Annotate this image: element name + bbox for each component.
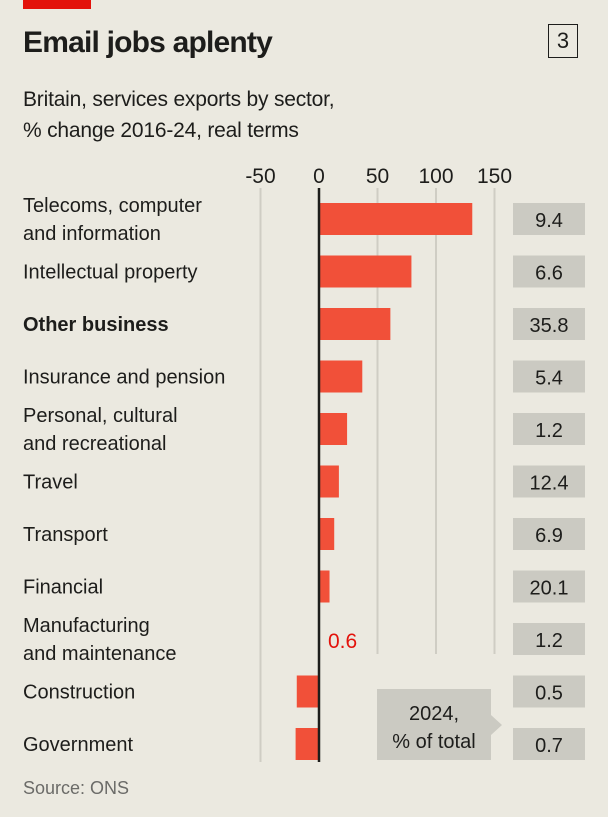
bar [319, 360, 363, 393]
category-label: Personal, cultural and recreational [23, 405, 178, 455]
value-box-label: 1.2 [535, 420, 563, 442]
bar [319, 255, 412, 288]
source-note: Source: ONS [23, 778, 130, 798]
value-box-label: 6.6 [535, 263, 563, 285]
x-tick-label: 150 [477, 165, 512, 188]
bar [319, 518, 335, 550]
value-box-label: 9.4 [535, 210, 563, 232]
x-tick-label: 50 [366, 165, 389, 188]
value-box [513, 465, 585, 498]
chart-subtitle: Britain, services exports by sector, % c… [23, 84, 335, 146]
value-box-label: 12.4 [530, 473, 569, 495]
value-box [513, 518, 585, 550]
x-tick-label: -50 [245, 165, 275, 188]
category-label: Financial [23, 577, 103, 599]
value-box [513, 203, 585, 235]
bars [295, 203, 473, 760]
value-box-label: 0.7 [535, 735, 563, 757]
chart-title: Email jobs aplenty [23, 26, 273, 59]
category-labels: Telecoms, computer and information Intelle… [23, 195, 225, 756]
gridlines [259, 188, 496, 762]
bar [319, 465, 339, 498]
x-tick-labels: -50 0 50 100 150 [245, 165, 512, 188]
annotations: 0.6 2024,% of total [328, 630, 502, 760]
value-box [513, 360, 585, 393]
value-boxes: 9.4 6.6 35.8 5.4 1.2 12.4 6.9 20.1 1.2 0.5 0.7 [513, 203, 585, 760]
subtitle-line-1: Britain, services exports by sector, [23, 88, 335, 111]
chart-number-badge: 3 [548, 24, 578, 58]
bar [319, 413, 348, 445]
category-label: Travel [23, 472, 78, 494]
value-box-label: 0.5 [535, 683, 563, 705]
value-box [513, 623, 585, 655]
value-box-label: 6.9 [535, 525, 563, 547]
bar [319, 203, 473, 235]
category-label: Manufacturing and maintenance [23, 615, 176, 665]
value-box-label: 35.8 [530, 315, 569, 337]
subtitle-line-2: % change 2016-24, real terms [23, 119, 299, 142]
legend-callout-box [377, 689, 502, 760]
x-tick-label: 100 [418, 165, 453, 188]
category-label: Government [23, 734, 133, 756]
value-box-label: 20.1 [530, 578, 569, 600]
value-box [513, 675, 585, 708]
x-tick-label: 0 [313, 165, 325, 188]
value-box [513, 255, 585, 288]
category-label: Insurance and pension [23, 367, 225, 389]
category-label: Other business [23, 314, 169, 336]
bar [319, 308, 391, 340]
category-label: Telecoms, computer and information [23, 195, 202, 245]
category-label: Construction [23, 682, 135, 704]
category-label: Transport [23, 524, 108, 546]
category-label: Intellectual property [23, 262, 198, 284]
value-box [513, 413, 585, 445]
value-box-label: 1.2 [535, 630, 563, 652]
bar [295, 728, 319, 760]
bar [319, 570, 330, 603]
value-box [513, 728, 585, 760]
value-box-label: 5.4 [535, 368, 563, 390]
value-box [513, 570, 585, 603]
brand-red-tab [23, 0, 91, 9]
legend-callout-text: 2024,% of total [392, 703, 475, 753]
value-box [513, 308, 585, 340]
manufacturing-value-annotation: 0.6 [328, 630, 357, 653]
bar [296, 675, 319, 708]
